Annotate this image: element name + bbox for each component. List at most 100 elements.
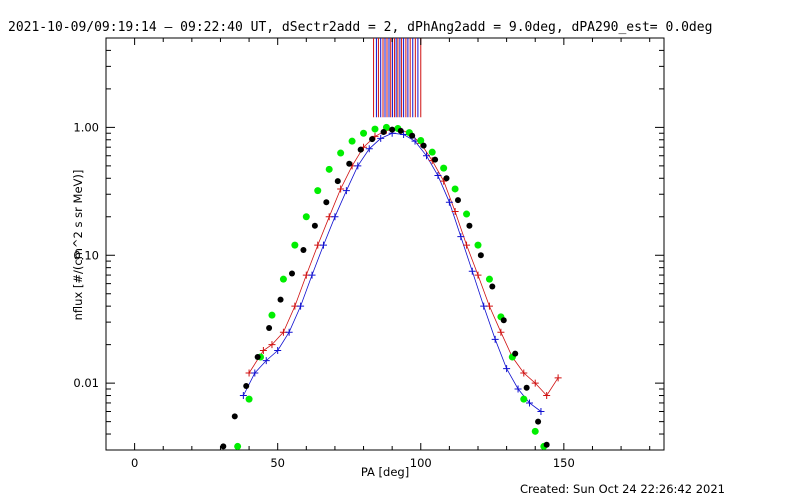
data-point-dot <box>520 395 528 403</box>
y-axis-label: nflux [#/(cm^2 s sr MeV)] <box>71 170 85 321</box>
x-tick-label: 100 <box>410 456 432 470</box>
data-point-dot <box>531 427 539 435</box>
data-point-plus <box>434 172 442 180</box>
data-point-dot <box>266 324 273 331</box>
data-point-dot <box>535 418 542 425</box>
data-point-plus <box>342 187 350 195</box>
data-point-plus <box>337 185 345 193</box>
data-point-dot <box>512 350 519 357</box>
data-point-plus <box>503 365 511 373</box>
data-point-plus <box>463 241 471 249</box>
data-point-plus <box>251 369 259 377</box>
data-point-dot <box>243 382 250 389</box>
data-point-dot <box>523 384 530 391</box>
data-point-dot <box>300 246 307 253</box>
data-point-dot <box>420 142 427 149</box>
data-point-dot <box>357 146 364 153</box>
data-point-dot <box>417 136 425 144</box>
data-point-plus <box>520 369 528 377</box>
data-point-plus <box>274 346 282 354</box>
data-point-plus <box>451 207 459 215</box>
data-point-dot <box>397 127 404 134</box>
data-point-plus <box>285 328 293 336</box>
data-point-dot <box>543 441 550 448</box>
x-axis-label: PA [deg] <box>361 465 409 479</box>
series-markers <box>220 123 562 450</box>
chart-title: 2021-10-09/09:19:14 – 09:22:40 UT, dSect… <box>8 20 712 35</box>
x-tick-label: 150 <box>553 456 575 470</box>
y-tick-label: 0.01 <box>73 376 99 390</box>
axis-ticks: 0 50 100 150 0.01 0.10 1.00 <box>73 37 664 470</box>
data-point-plus <box>377 134 385 142</box>
data-point-dot <box>279 275 287 283</box>
data-point-plus <box>480 302 488 310</box>
data-point-dot <box>245 395 253 403</box>
data-point-dot <box>474 241 482 249</box>
data-point-plus <box>365 145 373 153</box>
data-point-dot <box>371 125 379 133</box>
data-point-plus <box>531 379 539 387</box>
created-timestamp: Created: Sun Oct 24 22:26:42 2021 <box>520 482 725 496</box>
data-point-dot <box>360 129 368 137</box>
data-point-dot <box>302 213 310 221</box>
data-point-dot <box>443 175 450 182</box>
data-point-dot <box>325 165 333 173</box>
data-point-plus <box>400 130 408 138</box>
series-lines <box>243 128 559 412</box>
data-point-plus <box>468 267 476 275</box>
data-point-dot <box>337 149 345 157</box>
data-point-plus <box>543 392 551 400</box>
data-point-dot <box>231 413 238 420</box>
data-point-dot <box>346 160 353 167</box>
data-point-dot <box>485 275 493 283</box>
x-tick-label: 0 <box>131 456 138 470</box>
data-point-plus <box>526 399 534 407</box>
y-tick-label: 0.10 <box>73 248 99 262</box>
data-point-plus <box>474 271 482 279</box>
data-point-plus <box>354 162 362 170</box>
data-point-plus <box>554 374 562 382</box>
data-point-plus <box>537 408 545 416</box>
data-point-plus <box>491 335 499 343</box>
data-point-plus <box>239 392 247 400</box>
data-point-plus <box>297 302 305 310</box>
data-point-dot <box>314 187 322 195</box>
data-point-plus <box>497 328 505 336</box>
data-point-plus <box>457 233 465 241</box>
data-point-dot <box>289 270 295 277</box>
data-point-plus <box>308 271 316 279</box>
data-point-plus <box>514 385 522 393</box>
data-point-dot <box>451 185 459 193</box>
data-point-dot <box>334 178 341 185</box>
data-point-dot <box>220 443 227 450</box>
data-point-dot <box>500 317 507 324</box>
data-point-dot <box>389 126 396 133</box>
data-point-plus <box>259 346 267 354</box>
data-point-plus <box>262 357 270 365</box>
y-tick-label: 1.00 <box>73 120 99 134</box>
data-point-dot <box>454 197 461 204</box>
data-point-dot <box>466 222 473 229</box>
data-point-dot <box>409 132 416 139</box>
data-point-dot <box>463 210 471 218</box>
x-tick-label: 50 <box>270 456 285 470</box>
data-point-plus <box>319 241 327 249</box>
data-point-dot <box>277 296 284 303</box>
data-point-dot <box>428 148 436 156</box>
data-point-dot <box>477 252 484 259</box>
data-point-dot <box>254 354 261 361</box>
data-point-plus <box>331 213 339 221</box>
data-point-dot <box>268 311 276 319</box>
data-point-dot <box>440 164 448 172</box>
data-point-dot <box>369 136 376 143</box>
data-point-plus <box>445 198 453 206</box>
data-point-dot <box>380 129 387 136</box>
vertical-line-group <box>373 38 422 118</box>
data-point-dot <box>234 442 242 450</box>
data-point-dot <box>382 123 390 131</box>
data-point-plus <box>422 152 430 160</box>
data-point-dot <box>311 222 318 229</box>
data-point-dot <box>489 283 496 290</box>
data-point-dot <box>323 199 330 206</box>
